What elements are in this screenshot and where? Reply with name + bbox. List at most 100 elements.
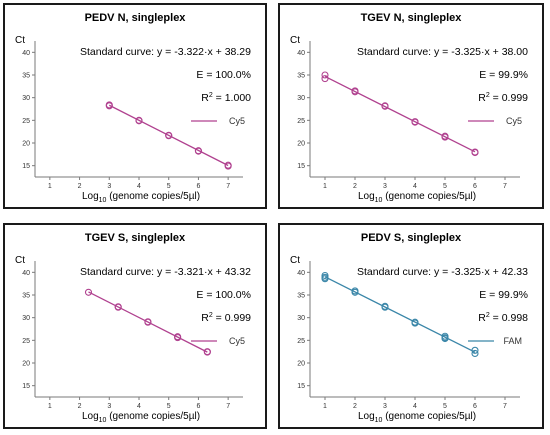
r-squared-label: R2 = 0.999 bbox=[201, 312, 251, 324]
data-point bbox=[321, 71, 329, 79]
x-tick-label: 2 bbox=[353, 403, 357, 410]
x-tick-label: 7 bbox=[503, 183, 507, 190]
standard-curve-equation: Standard curve: y = -3.325·x + 38.00 bbox=[357, 46, 528, 58]
data-point bbox=[135, 117, 143, 125]
chart-title: PEDV N, singleplex bbox=[85, 12, 187, 24]
x-axis-label-subscript: 10 bbox=[99, 417, 107, 424]
x-tick-label: 5 bbox=[443, 183, 447, 190]
data-point bbox=[381, 102, 389, 110]
y-tick-label: 30 bbox=[22, 315, 30, 322]
y-tick-label: 20 bbox=[297, 361, 305, 368]
y-tick-label: 20 bbox=[297, 141, 305, 148]
data-point bbox=[321, 75, 329, 83]
data-point bbox=[224, 162, 232, 170]
y-axis-label: Ct bbox=[290, 35, 300, 46]
y-tick-label: 15 bbox=[22, 383, 30, 390]
r-squared-superscript: 2 bbox=[209, 312, 213, 319]
r-squared-label: R2 = 0.999 bbox=[478, 92, 528, 104]
standard-curve-equation: Standard curve: y = -3.321·x + 43.32 bbox=[80, 266, 251, 278]
data-point bbox=[351, 88, 359, 96]
data-point bbox=[441, 133, 449, 141]
x-tick-label: 5 bbox=[443, 403, 447, 410]
fit-line bbox=[108, 104, 229, 167]
x-tick-label: 3 bbox=[107, 183, 111, 190]
r-squared-rest: = 1.000 bbox=[213, 92, 251, 104]
r-squared-rest: = 0.999 bbox=[490, 92, 528, 104]
x-axis-label-base: Log bbox=[82, 191, 99, 202]
x-tick-label: 3 bbox=[383, 403, 387, 410]
fit-line bbox=[324, 276, 476, 353]
x-tick-label: 6 bbox=[196, 403, 200, 410]
x-tick-label: 1 bbox=[48, 183, 52, 190]
x-axis-label-subscript: 10 bbox=[375, 417, 383, 424]
legend-label: Cy5 bbox=[229, 336, 245, 346]
y-tick-label: 20 bbox=[22, 141, 30, 148]
chart-svg: TGEV S, singleplex Ct 15 20 25 30 35 40 1 2 3 4 5 6 7 L… bbox=[15, 232, 251, 424]
x-axis-label-rest: (genome copies/5µl) bbox=[106, 411, 200, 422]
x-axis-label-base: Log bbox=[358, 411, 375, 422]
y-tick-label: 35 bbox=[297, 293, 305, 300]
y-tick-label: 40 bbox=[297, 270, 305, 277]
chart-svg: PEDV N, singleplex Ct 15 20 25 30 35 40 1 2 3 4 5 6 7 L… bbox=[15, 12, 251, 204]
y-tick-label: 25 bbox=[297, 118, 305, 125]
y-tick-label: 40 bbox=[22, 50, 30, 57]
x-axis-label: Log10 (genome copies/5µl) bbox=[82, 191, 200, 204]
chart-panel-pedv-s: PEDV S, singleplex Ct 15 20 25 30 35 40 1 2 3 4 5 6 7 L… bbox=[278, 223, 544, 429]
y-axis-label: Ct bbox=[15, 255, 25, 266]
x-tick-label: 2 bbox=[78, 183, 82, 190]
y-tick-label: 35 bbox=[297, 73, 305, 80]
x-axis-label: Log10 (genome copies/5µl) bbox=[358, 411, 476, 424]
x-tick-label: 6 bbox=[473, 183, 477, 190]
y-tick-label: 15 bbox=[297, 163, 305, 170]
x-tick-label: 2 bbox=[353, 183, 357, 190]
data-point bbox=[351, 288, 359, 296]
x-tick-label: 5 bbox=[167, 183, 171, 190]
data-point bbox=[144, 318, 152, 326]
r-squared-superscript: 2 bbox=[209, 92, 213, 99]
x-tick-label: 2 bbox=[78, 403, 82, 410]
x-tick-label: 1 bbox=[48, 403, 52, 410]
x-axis-label-subscript: 10 bbox=[375, 197, 383, 204]
x-tick-label: 3 bbox=[107, 403, 111, 410]
r-squared-base: R bbox=[478, 92, 486, 104]
y-tick-label: 30 bbox=[22, 95, 30, 102]
legend-label: Cy5 bbox=[229, 116, 245, 126]
x-axis-label-rest: (genome copies/5µl) bbox=[382, 411, 476, 422]
chart-panel-tgev-s: TGEV S, singleplex Ct 15 20 25 30 35 40 1 2 3 4 5 6 7 L… bbox=[3, 223, 267, 429]
chart-panel-pedv-n: PEDV N, singleplex Ct 15 20 25 30 35 40 1 2 3 4 5 6 7 L… bbox=[3, 3, 267, 209]
y-tick-label: 25 bbox=[297, 338, 305, 345]
chart-panel-tgev-n: TGEV N, singleplex Ct 15 20 25 30 35 40 1 2 3 4 5 6 7 L… bbox=[278, 3, 544, 209]
chart-svg: PEDV S, singleplex Ct 15 20 25 30 35 40 1 2 3 4 5 6 7 L… bbox=[290, 232, 528, 424]
x-tick-label: 3 bbox=[383, 183, 387, 190]
y-tick-label: 30 bbox=[297, 315, 305, 322]
x-tick-label: 4 bbox=[137, 403, 141, 410]
x-axis-label-rest: (genome copies/5µl) bbox=[382, 191, 476, 202]
data-point bbox=[411, 118, 419, 126]
x-tick-label: 7 bbox=[503, 403, 507, 410]
y-axis-label: Ct bbox=[15, 35, 25, 46]
r-squared-superscript: 2 bbox=[486, 92, 490, 99]
x-tick-label: 1 bbox=[323, 403, 327, 410]
efficiency-label: E = 99.9% bbox=[479, 69, 528, 81]
x-tick-label: 4 bbox=[413, 183, 417, 190]
chart-svg: TGEV N, singleplex Ct 15 20 25 30 35 40 1 2 3 4 5 6 7 L… bbox=[290, 12, 528, 204]
legend-label: Cy5 bbox=[506, 116, 522, 126]
x-tick-label: 7 bbox=[226, 403, 230, 410]
r-squared-base: R bbox=[201, 312, 209, 324]
x-tick-label: 6 bbox=[196, 183, 200, 190]
efficiency-label: E = 99.9% bbox=[479, 289, 528, 301]
y-tick-label: 25 bbox=[22, 338, 30, 345]
data-point bbox=[174, 334, 182, 342]
y-tick-label: 40 bbox=[297, 50, 305, 57]
x-tick-label: 5 bbox=[167, 403, 171, 410]
efficiency-label: E = 100.0% bbox=[196, 289, 251, 301]
chart-title: PEDV S, singleplex bbox=[361, 232, 462, 244]
x-tick-label: 1 bbox=[323, 183, 327, 190]
y-tick-label: 15 bbox=[22, 163, 30, 170]
x-tick-label: 6 bbox=[473, 403, 477, 410]
x-axis-label-subscript: 10 bbox=[99, 197, 107, 204]
x-tick-label: 4 bbox=[413, 403, 417, 410]
efficiency-label: E = 100.0% bbox=[196, 69, 251, 81]
standard-curve-equation: Standard curve: y = -3.325·x + 42.33 bbox=[357, 266, 528, 278]
y-tick-label: 40 bbox=[22, 270, 30, 277]
